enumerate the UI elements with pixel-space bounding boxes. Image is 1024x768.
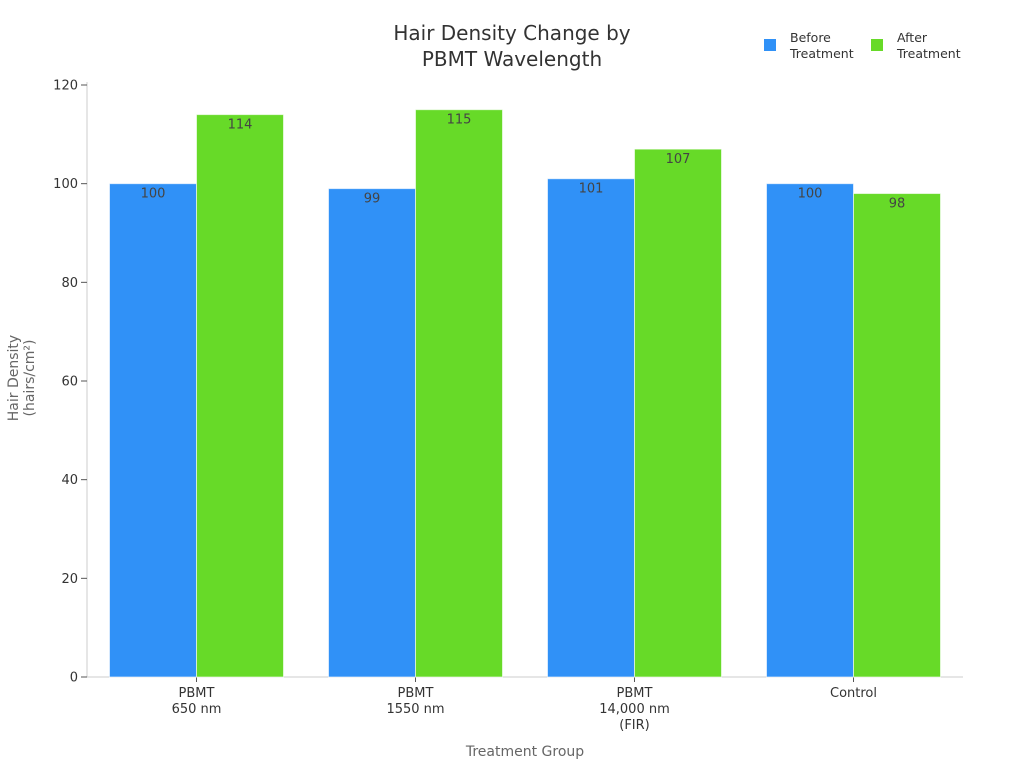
data-labels: 100 114 99 115 101 107 100 98 xyxy=(141,113,906,212)
bar xyxy=(196,114,284,678)
bar xyxy=(547,178,635,678)
bar xyxy=(853,193,941,678)
chart-title-text: Hair Density Change by PBMT Wavelength xyxy=(393,21,630,71)
y-tick-label: 60 xyxy=(61,375,78,390)
data-label: 99 xyxy=(364,192,381,207)
legend-label: Before Treatment xyxy=(789,30,854,61)
x-axis-title: Treatment Group xyxy=(465,744,584,760)
axes: 0 20 40 60 80 100 120 PBMT 650 nm PBMT 1550 nm PBMT… xyxy=(53,79,963,733)
x-tick-label: PBMT 650 nm xyxy=(172,686,222,717)
data-label: 101 xyxy=(579,182,604,197)
x-tick-label: PBMT 1550 nm xyxy=(386,686,444,717)
y-tick-label: 40 xyxy=(61,473,78,488)
legend-swatch xyxy=(764,39,776,51)
legend: Before Treatment After Treatment xyxy=(764,30,961,61)
y-tick-label: 100 xyxy=(53,177,78,192)
data-label: 115 xyxy=(447,113,472,128)
data-label: 98 xyxy=(889,197,906,212)
legend-label: After Treatment xyxy=(896,30,961,61)
y-axis-title: Hair Density(hairs/cm²) xyxy=(6,335,38,421)
y-tick-label: 80 xyxy=(61,276,78,291)
data-label: 107 xyxy=(666,152,691,167)
bar xyxy=(634,148,722,678)
y-axis-title-text: Hair Density(hairs/cm²) xyxy=(6,335,38,421)
x-axis-title-text: Treatment Group xyxy=(465,744,584,760)
y-tick-label: 120 xyxy=(53,79,78,94)
y-tick-label: 0 xyxy=(70,671,78,686)
data-label: 100 xyxy=(798,187,823,202)
legend-swatch xyxy=(871,39,883,51)
x-tick-label: PBMT 14,000 nm (FIR) xyxy=(599,686,670,733)
data-label: 114 xyxy=(228,118,253,133)
chart-title: Hair Density Change by PBMT Wavelength xyxy=(393,21,630,71)
bars xyxy=(109,109,941,678)
bar xyxy=(415,109,503,678)
bar xyxy=(109,183,197,678)
y-tick-label: 20 xyxy=(61,572,78,587)
x-tick-label: Control xyxy=(830,686,877,701)
bar xyxy=(328,188,416,678)
bar xyxy=(766,183,854,678)
data-label: 100 xyxy=(141,187,166,202)
